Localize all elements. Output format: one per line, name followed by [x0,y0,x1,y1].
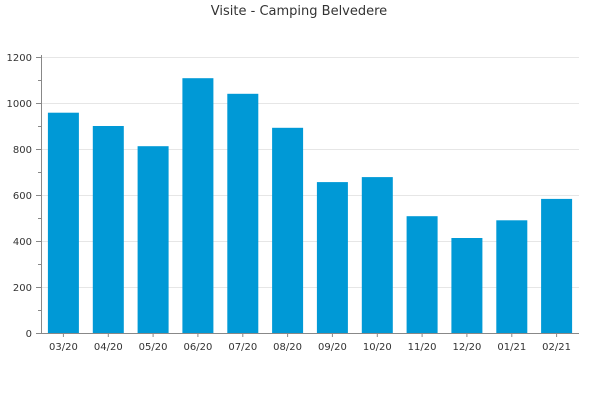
bar [227,93,259,333]
y-tick-label: 1000 [7,99,32,110]
bar [137,146,169,333]
x-tick-label: 05/20 [139,342,168,353]
axes [36,55,579,337]
bar [272,127,304,333]
bar [182,78,214,333]
y-tick-label: 1200 [7,53,32,64]
x-tick-label: 11/20 [408,342,437,353]
x-tick-label: 03/20 [49,342,78,353]
y-tick-label: 0 [26,329,32,340]
bar [361,177,393,333]
bar [541,198,573,333]
x-tick-label: 07/20 [228,342,257,353]
y-tick-label: 600 [13,191,32,202]
y-tick-label: 400 [13,237,32,248]
x-tick-label: 10/20 [363,342,392,353]
bar [451,238,483,333]
bars [47,78,573,333]
x-tick-label: 04/20 [94,342,123,353]
y-tick-label: 200 [13,283,32,294]
x-tick-label: 01/21 [497,342,526,353]
chart-title: Visite - Camping Belvedere [211,4,387,19]
x-tick-label: 06/20 [183,342,212,353]
bar [92,126,124,333]
x-tick-label: 08/20 [273,342,302,353]
y-tick-label: 800 [13,145,32,156]
grid-lines [41,57,579,288]
bar [406,216,438,333]
bar [316,182,348,333]
x-tick-labels: 03/20 04/20 05/20 06/20 07/20 08/20 09/20 10/20… [49,342,571,353]
bar [496,220,528,333]
y-tick-labels: 0 200 400 600 800 1000 1200 [7,53,32,340]
x-tick-label: 12/20 [452,342,481,353]
x-tick-label: 02/21 [542,342,571,353]
x-tick-label: 09/20 [318,342,347,353]
bar [47,112,79,333]
